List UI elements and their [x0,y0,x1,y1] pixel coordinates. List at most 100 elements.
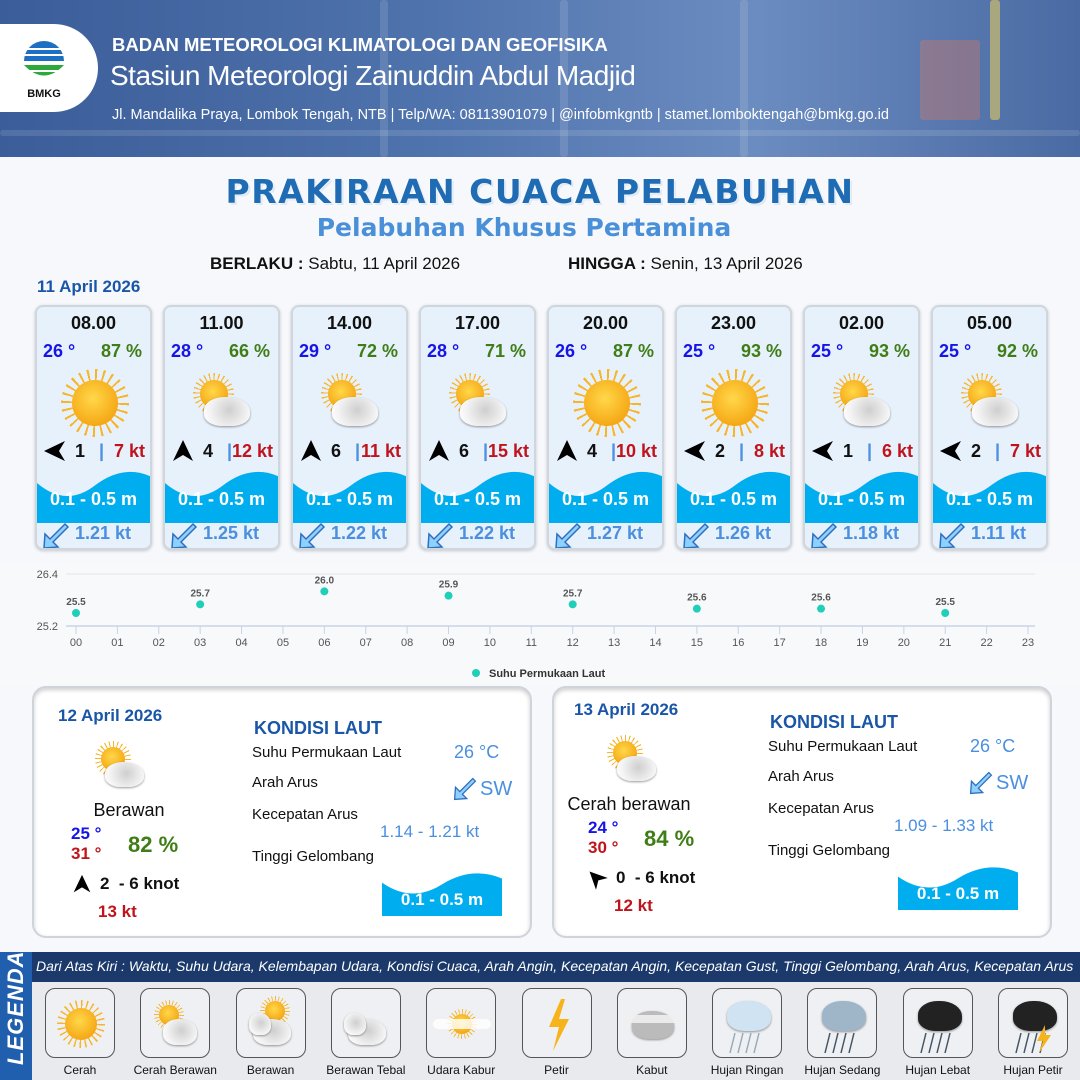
legend-label: Petir [544,1063,569,1077]
x-tick-label: 17 [774,637,786,649]
forecast-card: 23.00 25 ° 93 % 2 | 8 kt 0.1 - 0.5 m 1.2… [675,305,792,550]
sst-value: 26 °C [970,736,1016,756]
current-direction-label: Arah Arus [768,768,834,785]
current-speed: 1.22 kt [459,523,516,543]
current-row: 1.11 kt [933,519,1046,548]
separator: | [739,441,745,461]
current-direction-icon [453,777,477,801]
separator: | [995,441,1001,461]
gust-speed: 15 kt [487,441,529,461]
gust-speed: 11 kt [360,441,401,461]
separator: | [227,441,233,461]
org-name: BADAN METEOROLOGI KLIMATOLOGI DAN GEOFIS… [112,34,608,55]
current-direction-icon [171,522,198,548]
sea-surface-temperature-chart: 25.2 26.4 00 01 02 03 04 05 06 07 08 09 10 11 12 13 14 15… [0,565,1080,685]
legend-icon-udara-kabur [426,988,497,1058]
wind-direction-icon [44,441,65,461]
sun-icon [264,1001,285,1021]
wind-speed: 2 [715,441,726,461]
wave-height: 0.1 - 0.5 m [177,489,266,509]
gust-speed: 12 kt [614,896,653,915]
air-temperature: 29 ° [299,341,332,361]
wind-row: 2 | 8 kt [681,439,790,463]
humidity: 84 % [644,826,695,851]
x-tick-label: 02 [153,637,165,649]
legend-label: Hujan Lebat [905,1063,971,1077]
forecast-time: 11.00 [199,313,244,333]
data-point [72,609,80,617]
air-temperature: 25 ° [683,341,716,361]
x-tick-label: 21 [939,637,951,649]
page-title: PRAKIRAAN CUACA PELABUHAN [225,172,855,211]
forecast-card: 08.00 26 ° 87 % 1 | 7 kt 0.1 - 0.5 m 1.2… [35,305,152,550]
legend-icon-hujan-petir [998,988,1068,1058]
sun-icon [712,380,758,426]
wind-speed: 6 [459,441,470,461]
humidity: 93 % [740,341,782,361]
legend-label: Berawan [246,1063,295,1077]
current-row: 1.22 kt [421,519,534,548]
data-label: 25.6 [811,593,831,604]
separator: | [355,441,361,461]
data-point [568,600,577,609]
legend-icons: Cerah Cerah Berawan Berawan Berawan Tebal Ud… [32,982,1080,1080]
legend-icon-hujan-ringan [712,988,783,1058]
forecast-card: 17.00 28 ° 71 % 6 | 15 kt 0.1 - 0.5 m 1.… [419,305,536,550]
x-tick-label: 11 [526,637,537,649]
wave-height: 0.1 - 0.5 m [433,489,522,509]
x-tick-label: 22 [980,637,992,649]
y-tick-label: 25.2 [37,621,58,633]
wave-height-label: Tinggi Gelombang [768,842,891,859]
current-speed: 1.21 kt [75,523,132,543]
wind-row: 1 | 6 kt [809,439,918,463]
data-label: 26.0 [315,575,335,586]
sea-condition-title: KONDISI LAUT [254,718,382,738]
current-speed: 1.27 kt [587,523,644,543]
wave-icon [293,471,406,523]
x-tick-label: 07 [360,637,372,649]
wave-icon [421,471,534,523]
cloud-icon [460,396,506,426]
cloud-icon [972,396,1018,426]
data-label: 25.6 [687,593,707,604]
wave-height-value: 0.1 - 0.5 m [916,884,1000,903]
current-row: 1.18 kt [805,519,918,548]
legend-icon-hujan-sedang [807,988,878,1058]
x-tick-label: 09 [442,637,454,649]
current-speed: 1.26 kt [715,523,772,543]
data-point [941,609,950,617]
humidity: 72 % [356,341,398,361]
current-speed: 1.18 kt [843,523,900,543]
current-direction-icon [427,522,454,548]
humidity: 87 % [612,341,654,361]
wind-speed: 6 [331,441,342,461]
sun-icon [584,380,630,426]
min-temperature: 24 ° [588,818,619,837]
wave-height-value: 0.1 - 0.5 m [400,890,484,909]
weather-icon [88,734,158,794]
legend-side-label: LEGENDA [0,950,32,1080]
cloud-icon [104,761,145,787]
legend-icon-petir [521,988,592,1058]
wind-direction-icon [73,874,91,893]
x-tick-label: 12 [567,637,579,649]
forecast-card: 11.00 28 ° 66 % 4 | 12 kt 0.1 - 0.5 m 1.… [163,305,280,550]
x-tick-label: 18 [815,637,827,649]
cloud-icon [332,396,378,426]
x-tick-label: 13 [608,637,620,649]
data-point [320,587,329,596]
valid-to: HINGGA : Senin, 13 April 2026 [568,254,803,273]
weather-icon [313,365,389,439]
forecast-time: 23.00 [710,313,757,333]
humidity: 93 % [868,341,910,361]
air-temperature: 28 ° [171,341,204,361]
separator: | [483,441,489,461]
data-point [196,600,205,609]
sun-icon [65,1008,97,1040]
wave-icon [382,873,502,916]
data-label: 25.5 [935,597,955,608]
panel-date: 13 April 2026 [574,700,679,719]
legend-icon-berawan [235,988,306,1058]
wave-height: 0.1 - 0.5 m [561,489,650,509]
current-speed-value: 1.14 - 1.21 kt [380,822,480,841]
